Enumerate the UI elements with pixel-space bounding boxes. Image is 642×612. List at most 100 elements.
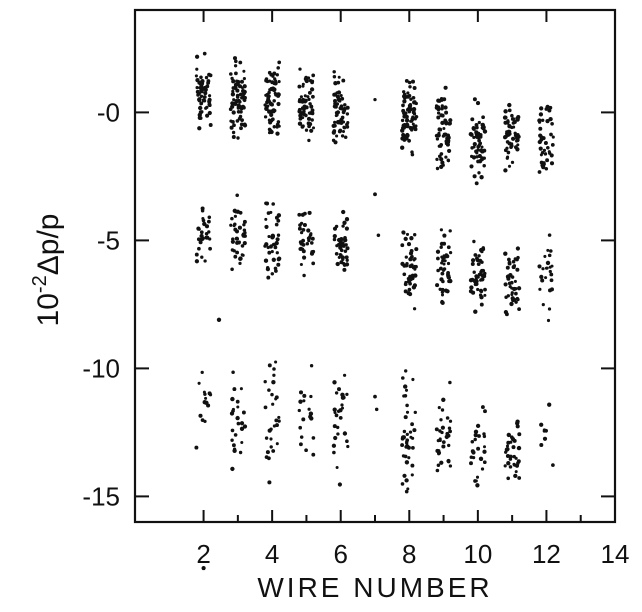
data-point xyxy=(203,259,207,263)
data-point xyxy=(334,391,339,395)
data-point xyxy=(275,237,280,242)
data-point xyxy=(340,107,344,111)
data-point xyxy=(448,419,453,423)
data-point xyxy=(548,105,553,110)
data-point xyxy=(436,111,441,115)
data-point xyxy=(231,110,236,115)
data-point xyxy=(271,109,276,114)
data-point xyxy=(229,223,233,227)
data-point xyxy=(539,153,543,157)
data-point xyxy=(408,292,413,297)
data-point xyxy=(267,480,272,485)
data-point xyxy=(270,80,275,85)
data-point xyxy=(333,435,338,441)
data-point xyxy=(335,102,340,106)
y-tick-label: -0 xyxy=(97,97,120,127)
data-point xyxy=(197,246,201,251)
data-point xyxy=(474,149,478,154)
data-point xyxy=(402,126,406,130)
data-point xyxy=(297,226,302,231)
data-point xyxy=(342,125,347,130)
data-point xyxy=(271,402,275,406)
data-point xyxy=(507,281,512,286)
data-point xyxy=(504,450,508,454)
data-point xyxy=(440,425,445,430)
data-point xyxy=(267,388,271,392)
data-point xyxy=(411,266,415,270)
data-point xyxy=(199,89,204,94)
data-point xyxy=(510,292,514,297)
y-tick-label: -5 xyxy=(97,225,120,255)
data-point xyxy=(338,245,343,250)
data-point xyxy=(414,101,418,106)
data-point xyxy=(469,461,473,466)
data-point xyxy=(230,267,234,272)
data-point xyxy=(515,117,520,122)
data-point xyxy=(538,287,542,291)
data-point xyxy=(238,92,243,97)
data-point xyxy=(436,438,440,443)
data-point xyxy=(503,251,508,256)
data-point xyxy=(405,440,409,444)
data-point xyxy=(516,445,522,451)
data-point xyxy=(435,468,440,473)
data-point xyxy=(207,391,212,396)
data-point xyxy=(472,97,477,102)
data-point xyxy=(195,86,199,90)
x-tick-label: 2 xyxy=(196,539,210,569)
data-point xyxy=(194,54,200,59)
data-point xyxy=(408,430,413,434)
data-point xyxy=(505,453,510,459)
data-point xyxy=(509,435,514,440)
data-point xyxy=(197,91,201,96)
data-point xyxy=(515,267,520,272)
data-point xyxy=(205,105,209,110)
data-point xyxy=(409,435,413,439)
data-point xyxy=(400,435,406,440)
data-point xyxy=(411,107,417,112)
data-point xyxy=(230,438,234,442)
data-point xyxy=(304,113,308,118)
data-point xyxy=(310,236,315,241)
data-point xyxy=(298,223,302,227)
data-point xyxy=(470,117,475,122)
data-point xyxy=(411,110,416,115)
data-point xyxy=(402,429,407,434)
data-point xyxy=(272,373,276,377)
data-point xyxy=(238,100,242,104)
data-point xyxy=(483,293,487,297)
data-point xyxy=(339,93,343,98)
data-point xyxy=(311,73,316,78)
data-point xyxy=(197,97,201,102)
data-point xyxy=(434,427,439,432)
data-point xyxy=(198,86,202,90)
data-point xyxy=(200,101,204,105)
data-point xyxy=(275,73,279,77)
data-point xyxy=(207,215,212,220)
data-point xyxy=(545,118,550,124)
data-point xyxy=(550,121,554,126)
data-point xyxy=(229,125,234,130)
data-point xyxy=(507,164,512,168)
data-point xyxy=(239,126,243,131)
data-point xyxy=(204,232,209,236)
data-point xyxy=(403,282,408,287)
data-point xyxy=(230,101,235,106)
data-point xyxy=(405,123,410,129)
data-point xyxy=(544,276,548,280)
data-point xyxy=(195,67,199,71)
data-point xyxy=(306,228,311,233)
data-point xyxy=(438,144,443,148)
data-point xyxy=(197,114,201,118)
data-point xyxy=(468,131,473,137)
data-point xyxy=(546,318,551,323)
data-point xyxy=(309,364,314,368)
data-point xyxy=(263,380,267,384)
data-point xyxy=(475,475,480,479)
data-point xyxy=(441,440,446,444)
data-point xyxy=(271,257,276,262)
data-point xyxy=(439,460,444,465)
data-point xyxy=(264,224,269,229)
data-point xyxy=(405,403,409,408)
data-point xyxy=(235,237,240,241)
